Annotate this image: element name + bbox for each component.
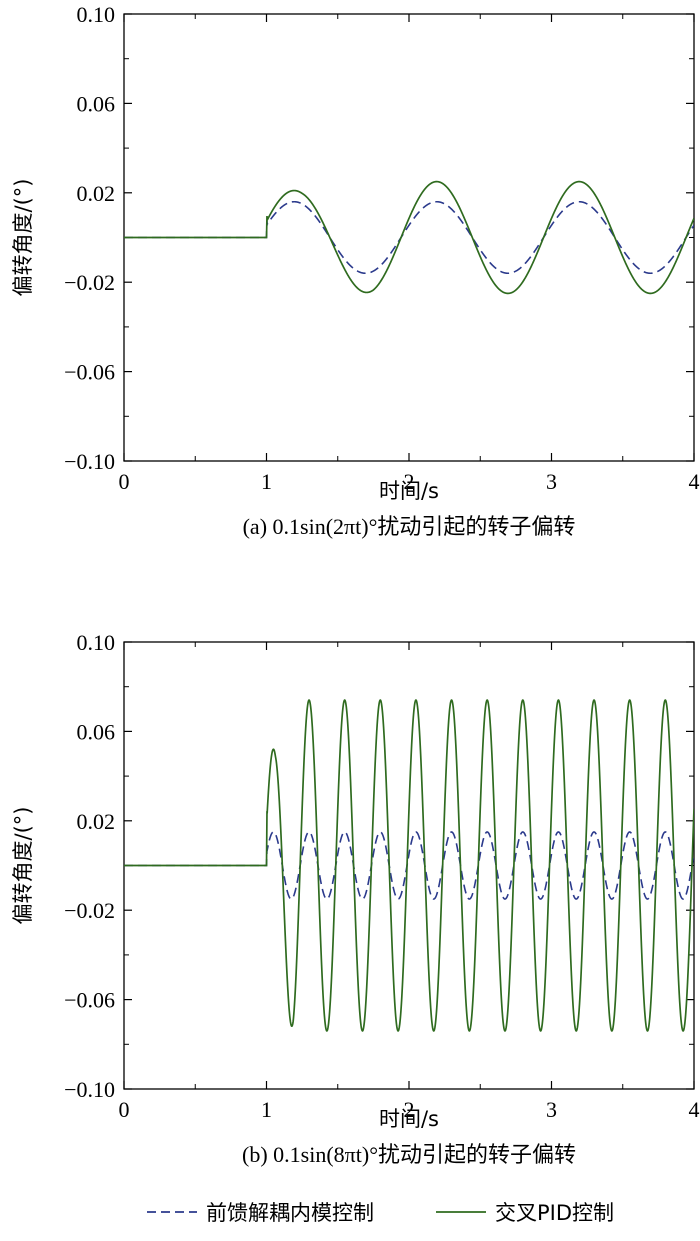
x-tick-label: 3 [546,469,557,494]
series-line [124,699,694,1032]
plot-area [124,699,694,1032]
y-axis-label: 偏转角度/(°) [11,179,35,297]
y-tick-label: −0.02 [64,898,115,923]
x-tick-label: 1 [261,1097,272,1122]
x-tick-label: 2 [404,469,415,494]
plot-area [124,180,694,295]
y-tick-label: 0.06 [77,719,116,744]
y-tick-label: −0.10 [64,1077,115,1102]
y-tick-label: 0.02 [77,181,116,206]
y-tick-label: −0.06 [64,360,115,385]
x-tick-label: 4 [689,469,700,494]
x-axis-label: 时间/s [379,479,439,503]
y-axis-label: 偏转角度/(°) [11,807,35,925]
legend-label: 前馈解耦内模控制 [206,1201,374,1225]
series-line [124,831,694,900]
x-axis-label: 时间/s [379,1107,439,1131]
y-tick-label: −0.02 [64,270,115,295]
y-tick-label: 0.10 [77,2,116,27]
legend-label: 交叉PID控制 [495,1201,614,1225]
x-tick-label: 0 [119,1097,130,1122]
axis-ticks: 0 1 2 3 4 0.10 0.06 0.02 −0.02 −0.06 −0.10 [64,630,699,1122]
series-line [124,200,694,275]
y-tick-label: 0.10 [77,630,116,655]
panel-caption: (b) 0.1sin(8πt)°扰动引起的转子偏转 [242,1142,576,1167]
chart-panel-b: 0 1 2 3 4 0.10 0.06 0.02 −0.02 −0.06 −0.10 时间/s 偏转… [11,630,700,1167]
x-tick-label: 3 [546,1097,557,1122]
legend: 前馈解耦内模控制 交叉PID控制 [147,1201,614,1225]
chart-panel-a: 0 1 2 3 4 0.10 0.06 0.02 −0.02 −0.06 −0.10 时间/s 偏转… [11,2,700,539]
y-tick-label: −0.06 [64,988,115,1013]
x-tick-label: 1 [261,469,272,494]
x-tick-label: 0 [119,469,130,494]
x-tick-label: 2 [404,1097,415,1122]
panel-caption: (a) 0.1sin(2πt)°扰动引起的转子偏转 [243,514,576,539]
x-tick-label: 4 [689,1097,700,1122]
series-line [124,180,694,295]
axis-ticks: 0 1 2 3 4 0.10 0.06 0.02 −0.02 −0.06 −0.10 [64,2,699,494]
y-tick-label: 0.06 [77,91,116,116]
y-tick-label: −0.10 [64,449,115,474]
y-tick-label: 0.02 [77,809,116,834]
